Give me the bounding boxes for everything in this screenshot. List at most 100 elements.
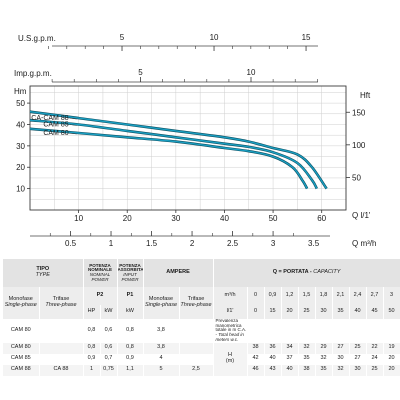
y-tick-label: 10 xyxy=(16,185,25,194)
curve-label-cam-80: CAM 80 xyxy=(43,130,68,137)
flow-l1-1: 15 xyxy=(264,305,282,319)
type-header: TIPO TYPE xyxy=(3,259,84,287)
row-0-h-5: 27 xyxy=(332,342,350,354)
row-0-single: CAM 80 xyxy=(3,319,40,343)
plot-frame xyxy=(29,85,347,211)
row-2-h-1: 43 xyxy=(264,364,282,376)
curve-label-ca-cam-88: CA-CAM 88 xyxy=(31,115,68,122)
y-axis-label-hm: Hm xyxy=(14,87,27,96)
top-scales: U.S.g.p.m. 5 10 15 Imp.g.p.m. 5 10 xyxy=(14,33,318,83)
h-unit-cell: H (m) xyxy=(213,342,248,376)
x-tick-label: 20 xyxy=(123,214,132,223)
flow-l1-5: 35 xyxy=(332,305,350,319)
y-tick-label: 50 xyxy=(16,99,25,108)
curve-leader-cam-80 xyxy=(69,132,77,135)
row-0-hp: 0,8 xyxy=(83,319,101,343)
row-0-h-4: 29 xyxy=(315,342,333,354)
x-tick-label: 60 xyxy=(317,214,326,223)
curve-leader-cam-85 xyxy=(69,124,77,126)
chart-grid xyxy=(30,86,346,210)
flow-m3h-5: 2,1 xyxy=(332,287,350,305)
input-power-label: INPUT POWER xyxy=(121,272,139,282)
m3h-tick-label: 2.5 xyxy=(227,239,239,248)
m3h-tick-label: 0.5 xyxy=(65,239,77,248)
m3h-tick-label-extra: 3.5 xyxy=(308,239,320,248)
hft-tick-label: 100 xyxy=(352,141,366,150)
row-2-h-7: 25 xyxy=(366,364,384,376)
spec-table-wrapper: TIPO TYPE POTENZA NOMINALE NOMINAL POWER… xyxy=(3,259,400,376)
row-0-h-3: 32 xyxy=(298,342,316,354)
x-tick-label: 50 xyxy=(269,214,278,223)
flow-l1-3: 25 xyxy=(298,305,316,319)
table-row: CAM 88 CA 88 1 0,75 1,1 5 2,5 46 43 40 3… xyxy=(3,364,400,376)
flow-l1-6: 40 xyxy=(349,305,367,319)
row-2-h-3: 38 xyxy=(298,364,316,376)
row-1-h-1: 40 xyxy=(264,353,282,365)
potenza-assorbita-label: POTENZA ASSORBITA xyxy=(117,262,143,273)
x-axis-label-l1: Q l/1' xyxy=(352,211,371,220)
table-header-row: TIPO TYPE POTENZA NOMINALE NOMINAL POWER… xyxy=(3,259,400,287)
row-1-h-8: 20 xyxy=(383,353,400,365)
curve-ca-cam-88 xyxy=(29,111,328,190)
monofase-label: Monofase xyxy=(8,296,33,303)
three-phase-label: Three-phase xyxy=(45,302,77,308)
usgpm-ticks: 5 10 15 xyxy=(48,33,311,51)
y-tick-label: 20 xyxy=(16,163,25,172)
flow-l1-8: 50 xyxy=(383,305,400,319)
row-1-hp: 0,9 xyxy=(83,353,101,365)
row-1-h-4: 32 xyxy=(315,353,333,365)
kw-header: kW xyxy=(100,305,118,319)
usgpm-tick-label: 10 xyxy=(210,33,219,42)
row-2-h-6: 30 xyxy=(349,364,367,376)
tipo-label: TIPO xyxy=(36,266,50,273)
pump-curves xyxy=(29,110,328,190)
trifase-label: Trifase xyxy=(52,296,70,303)
p1-header: P1 xyxy=(117,287,144,305)
row-2-h-8: 20 xyxy=(383,364,400,376)
flow-m3h-3: 1,5 xyxy=(298,287,316,305)
impgpm-ticks: 5 10 xyxy=(51,68,318,82)
row-0-a3 xyxy=(179,319,214,343)
single-phase-label: Single-phase xyxy=(4,302,37,308)
h-unit: (m) xyxy=(225,358,235,365)
row-1-a1: 4 xyxy=(143,353,180,365)
ampere-header: AMPERE xyxy=(143,259,214,287)
impgpm-tick-label: 10 xyxy=(247,68,256,77)
row-2-h-2: 40 xyxy=(281,364,299,376)
row-0-h-8: 19 xyxy=(383,342,400,354)
y-tick-label: 30 xyxy=(16,142,25,151)
row-2-kw: 0,75 xyxy=(100,364,118,376)
nominal-power-header: POTENZA NOMINALE NOMINAL POWER xyxy=(83,259,118,287)
hft-tick-labels: 50 100 150 xyxy=(346,108,366,182)
row-2-hp: 1 xyxy=(83,364,101,376)
hft-tick-label: 150 xyxy=(352,108,366,117)
table-subheader-row: Monofase Single-phase Trifase Three-phas… xyxy=(3,287,400,319)
row-1-h-0: 42 xyxy=(247,353,265,365)
ampere-single-phase-label: Single-phase xyxy=(144,302,178,308)
prevalenza-spacer xyxy=(247,319,400,343)
curve-leader-ca-cam-88 xyxy=(69,117,77,120)
ampere-monofase-label: Monofase xyxy=(148,296,174,303)
flow-l1-0: 0 xyxy=(247,305,265,319)
m3h-ticks: 0.5 1 1.5 2 2.5 3 3.5 xyxy=(49,231,320,248)
row-0-p1: 0,8 xyxy=(117,319,144,343)
y-tick-label: 40 xyxy=(16,120,25,129)
capacity-header: Q = PORTATA - CAPACITY xyxy=(213,259,400,287)
row-0-h-7: 22 xyxy=(366,342,384,354)
row-2-single: CAM 88 xyxy=(3,364,40,376)
impgpm-axis-label: Imp.g.p.m. xyxy=(14,69,52,78)
row-2-three: CA 88 xyxy=(39,364,84,376)
x-axis-label-m3h: Q m³/h xyxy=(352,239,376,248)
pump-performance-chart: U.S.g.p.m. 5 10 15 Imp.g.p.m. 5 10 Hm Hft 1… xyxy=(14,33,376,248)
unit-m3h: m³/h xyxy=(213,287,248,305)
flow-l1-4: 30 xyxy=(315,305,333,319)
usgpm-axis-label: U.S.g.p.m. xyxy=(18,34,56,43)
row-0-h-1: 36 xyxy=(264,342,282,354)
type-label: TYPE xyxy=(35,272,50,278)
flow-m3h-4: 1,8 xyxy=(315,287,333,305)
m3h-tick-label: 1 xyxy=(109,239,114,248)
h-label: H xyxy=(228,352,232,359)
monofase-header: Monofase Single-phase xyxy=(3,287,40,319)
x-tick-label: 10 xyxy=(74,214,83,223)
